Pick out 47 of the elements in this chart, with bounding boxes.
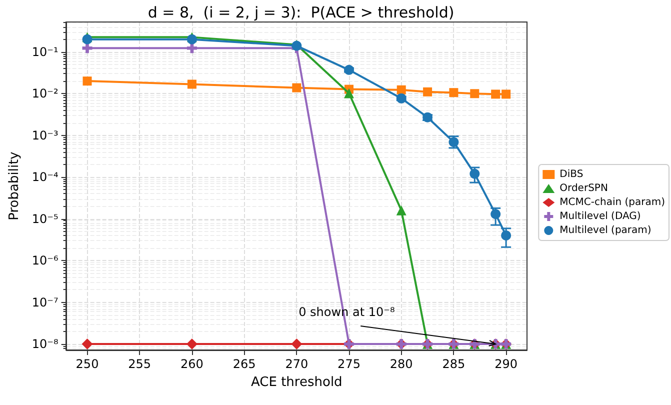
y-tick-label: 10⁻³ (32, 128, 58, 142)
point (422, 112, 433, 122)
point (396, 93, 406, 104)
point (449, 88, 458, 98)
x-tick-label: 285 (442, 357, 466, 371)
point (490, 209, 501, 220)
point (344, 64, 354, 75)
point (344, 88, 354, 98)
point (423, 87, 432, 96)
legend-label: MCMC-chain (param) (560, 197, 666, 208)
legend-label: Multilevel (param) (560, 225, 652, 236)
y-tick-label: 10⁻⁵ (32, 212, 58, 226)
y-tick-label: 10⁻⁸ (32, 337, 58, 352)
y-tick-label: 10⁻⁴ (32, 170, 58, 184)
x-tick-label: 250 (76, 357, 99, 371)
x-tick-label: 280 (390, 357, 413, 371)
point (491, 90, 500, 99)
point (82, 76, 92, 86)
point (470, 168, 480, 179)
point (291, 338, 302, 350)
x-tick-label: 290 (494, 357, 518, 371)
point (501, 230, 512, 240)
x-tick-label: 265 (232, 357, 256, 371)
point (82, 43, 92, 54)
point (82, 338, 93, 350)
point (396, 85, 406, 94)
point (292, 83, 302, 92)
x-tick-label: 255 (128, 357, 152, 371)
y-axis-title: Probability (7, 151, 22, 220)
x-tick-label: 275 (338, 357, 360, 371)
point (186, 43, 197, 54)
point (396, 205, 406, 216)
x-axis-title: ACE threshold (251, 375, 342, 390)
point (502, 90, 511, 99)
y-tick-label: 10⁻² (32, 86, 58, 101)
point (186, 338, 198, 350)
chart-title: d = 8, (i = 2, j = 3): P(ACE > threshold) (148, 4, 454, 22)
legend-label: Multilevel (DAG) (560, 211, 641, 222)
point (187, 80, 196, 89)
legend-label: DiBS (560, 169, 584, 180)
y-tick-label: 10⁻⁷ (32, 295, 58, 310)
legend-label: OrderSPN (560, 183, 608, 194)
x-tick-label: 270 (285, 357, 308, 371)
y-tick-label: 10⁻⁶ (32, 254, 58, 268)
point (470, 89, 480, 98)
y-tick-label: 10⁻¹ (32, 44, 58, 59)
x-tick-label: 260 (180, 357, 204, 371)
